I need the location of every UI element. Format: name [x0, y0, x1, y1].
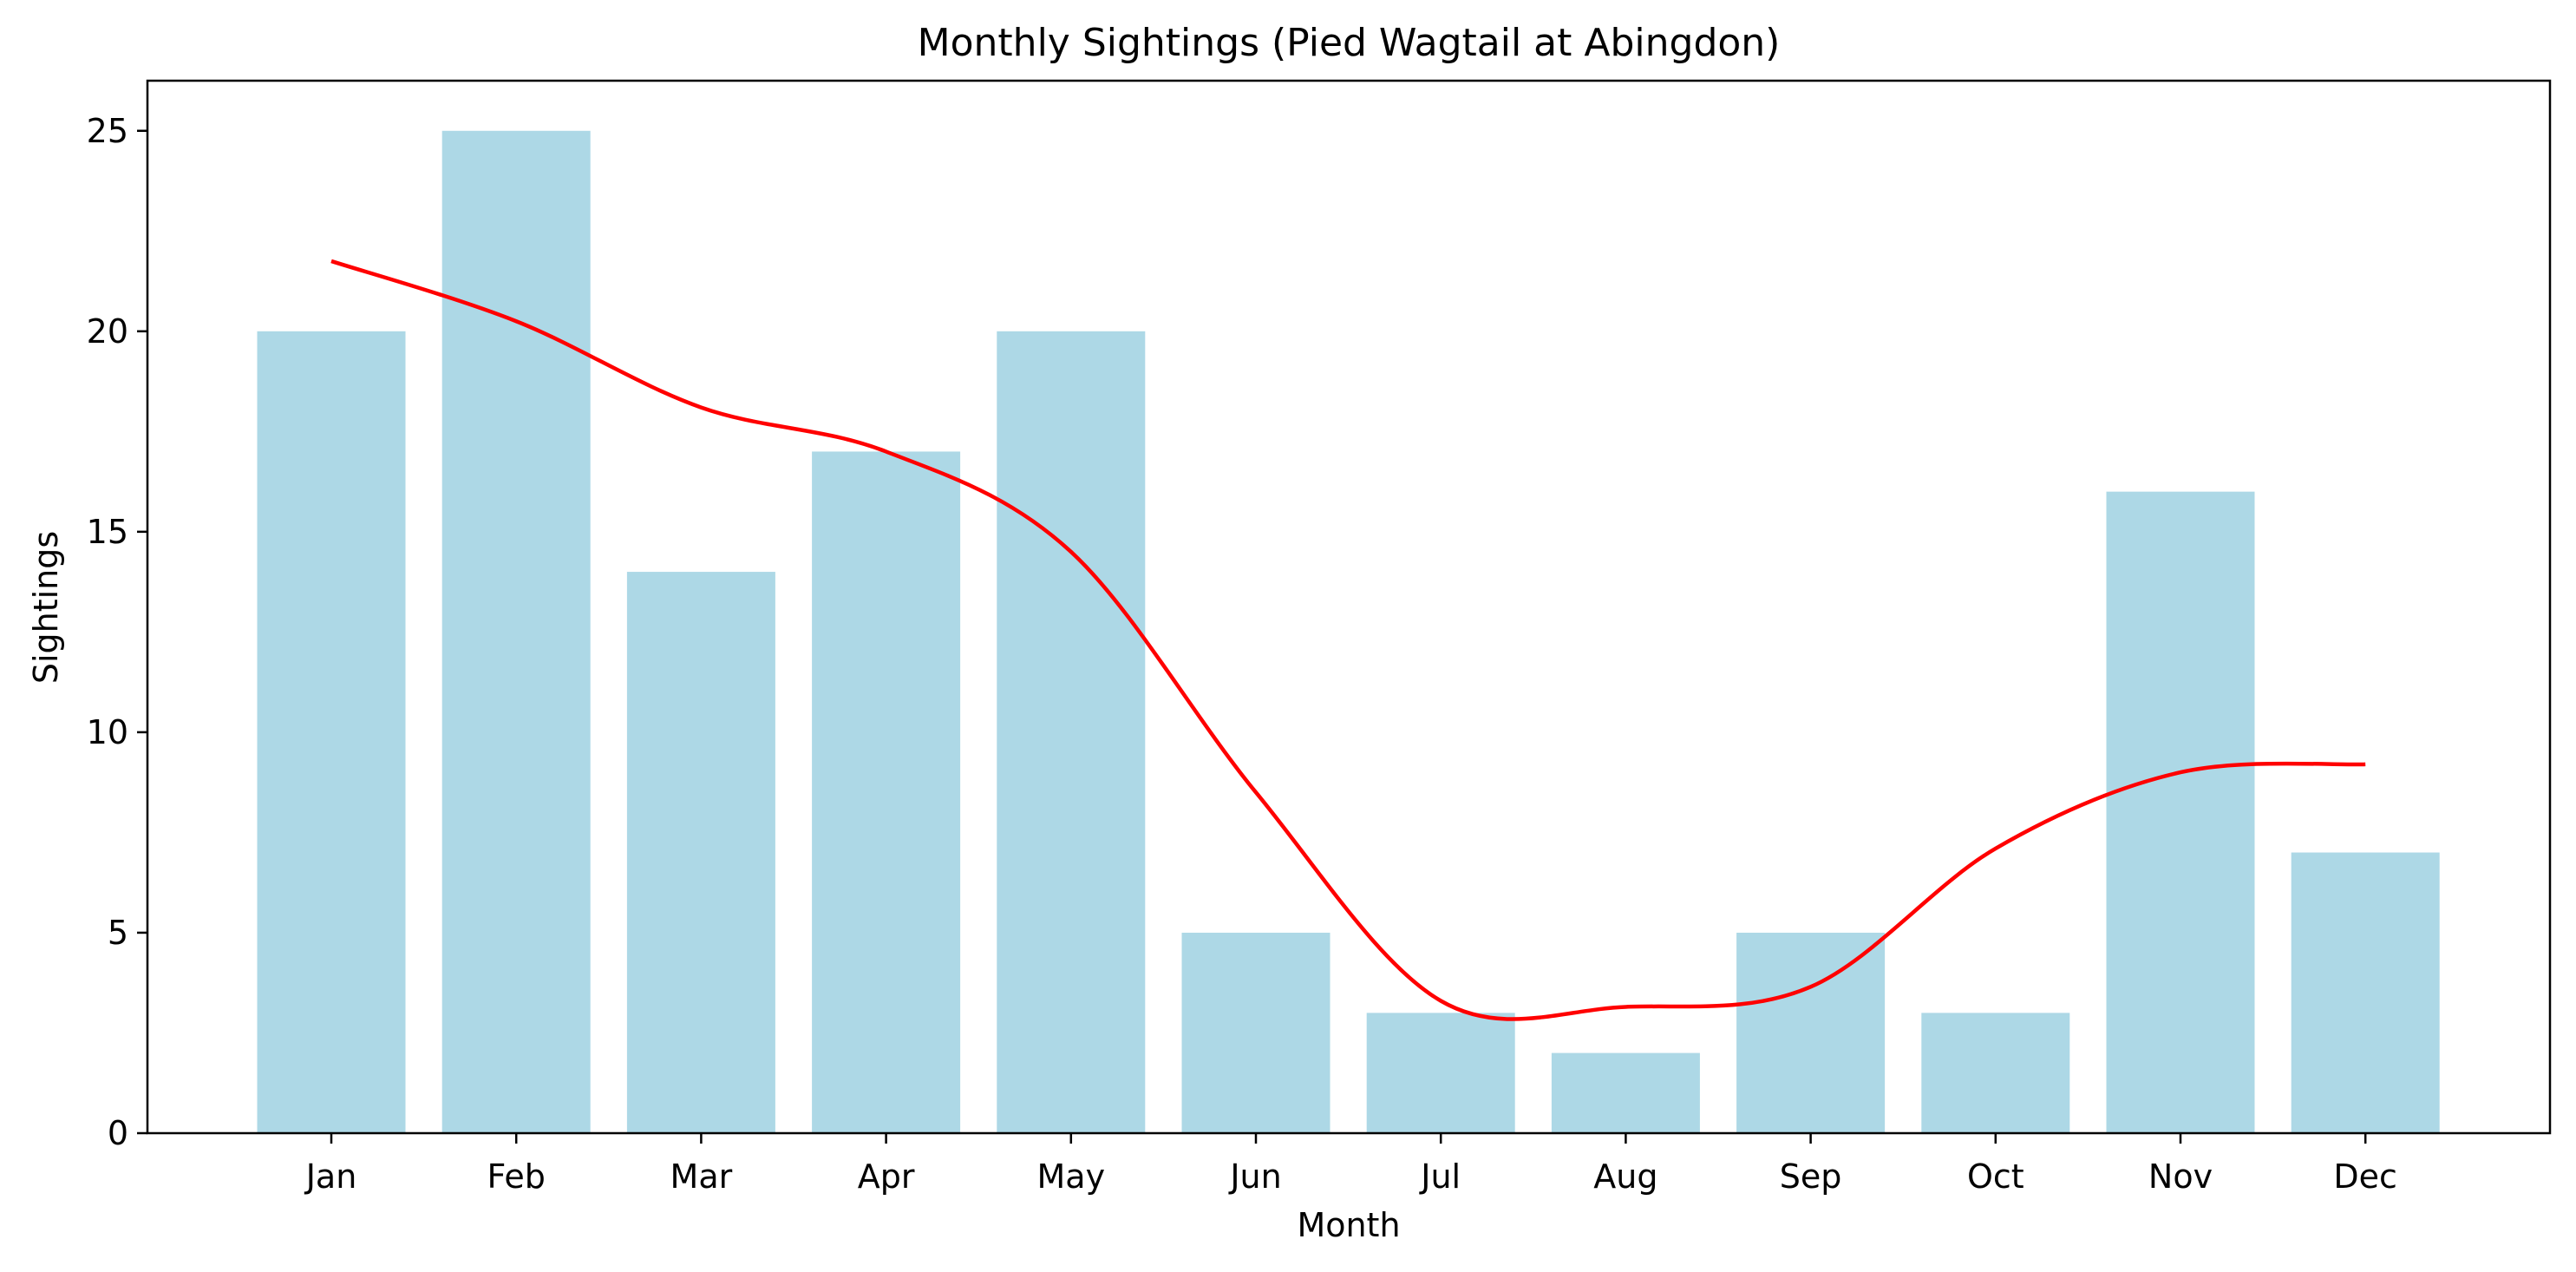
x-tick-label: Oct	[1967, 1157, 2024, 1196]
trend-line	[330, 259, 2366, 1021]
y-tick-label: 0	[108, 1114, 128, 1152]
bar-jun	[1181, 932, 1330, 1133]
bars-group	[257, 130, 2440, 1133]
y-axis: 0 5 10 15 20 25	[87, 112, 147, 1152]
chart-title: Monthly Sightings (Pied Wagtail at Abing…	[918, 21, 1781, 65]
x-tick-label: Aug	[1593, 1157, 1657, 1196]
bar-sep	[1736, 932, 1886, 1133]
bar-may	[997, 331, 1146, 1133]
bar-mar	[626, 572, 775, 1133]
y-tick-label: 25	[87, 112, 128, 150]
bar-aug	[1551, 1052, 1700, 1133]
x-tick-label: Jan	[304, 1157, 357, 1196]
bar-dec	[2291, 852, 2440, 1133]
bar-jul	[1366, 1013, 1515, 1133]
x-tick-label: Sep	[1780, 1157, 1842, 1196]
y-tick-label: 10	[87, 713, 128, 751]
x-tick-label: Jun	[1228, 1157, 1281, 1196]
bar-jan	[257, 331, 406, 1133]
y-tick-label: 20	[87, 312, 128, 351]
bar-feb	[441, 130, 591, 1133]
y-axis-label: Sightings	[27, 531, 65, 684]
x-tick-label: Dec	[2333, 1157, 2397, 1196]
x-axis: Jan Feb Mar Apr May Jun Jul Aug Sep Oct Nov Dec	[304, 1133, 2397, 1196]
bar-oct	[1921, 1013, 2070, 1133]
x-tick-label: Mar	[670, 1157, 733, 1196]
x-tick-label: Apr	[858, 1157, 915, 1196]
plot-frame	[146, 79, 2552, 1135]
y-tick-label: 15	[87, 513, 128, 551]
x-tick-label: Feb	[487, 1157, 546, 1196]
y-tick-label: 5	[108, 914, 128, 952]
bar-nov	[2106, 491, 2255, 1133]
x-axis-label: Month	[1297, 1206, 1400, 1244]
x-tick-label: Nov	[2148, 1157, 2213, 1196]
x-tick-label: May	[1037, 1157, 1106, 1196]
bar-apr	[812, 451, 961, 1133]
x-tick-label: Jul	[1419, 1157, 1461, 1196]
